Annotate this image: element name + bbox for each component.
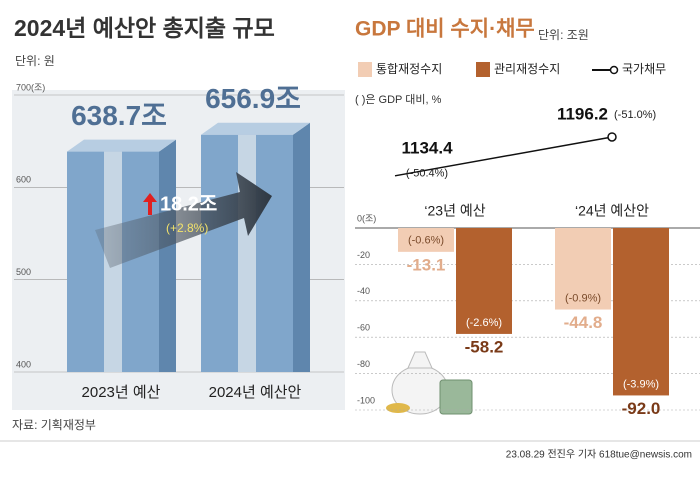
money-icon: [386, 351, 473, 415]
value-label: 638.7조: [71, 100, 167, 131]
source: 자료: 기획재정부: [12, 418, 96, 432]
unit: 단위: 원: [15, 54, 55, 68]
bar: [456, 228, 512, 334]
bar-side: [293, 122, 310, 372]
bar: [398, 228, 454, 252]
y-tick-label: 700(조): [16, 82, 45, 92]
legend-swatch: [358, 62, 372, 77]
bar-side: [159, 139, 176, 372]
y-tick-label: 500: [16, 267, 31, 277]
legend-label: 통합재정수지: [376, 62, 442, 76]
legend-label: 관리재정수지: [494, 62, 560, 76]
ratio-label: (-0.6%): [408, 235, 444, 247]
y-tick-label: 600: [16, 175, 31, 185]
ratio-label: (-3.9%): [623, 378, 659, 390]
bar-stripe: [238, 134, 256, 372]
chart-title: GDP 대비 수지·채무: [355, 18, 535, 41]
ratio-label: (-2.6%): [466, 317, 502, 329]
y-tick-label: -60: [357, 323, 370, 333]
value-label: -44.8: [564, 313, 603, 332]
value-label: -92.0: [622, 399, 661, 418]
value-label: 1196.2: [557, 104, 608, 123]
annotation: (+2.8%): [166, 221, 208, 235]
ratio-label: (-51.0%): [614, 109, 656, 121]
value-label: 1134.4: [401, 138, 453, 157]
change-arrow: [95, 172, 272, 268]
y-tick-label: 0(조): [357, 213, 376, 223]
x-tick-label: ‘24년 예산안: [575, 203, 649, 219]
annotation: 18.2조: [160, 193, 217, 215]
y-tick-label: -100: [357, 395, 375, 405]
y-tick-label: 400: [16, 359, 31, 369]
x-tick-label: 2024년 예산안: [209, 384, 302, 401]
y-tick-label: -80: [357, 359, 370, 369]
ratio-label: (-0.9%): [565, 292, 601, 304]
value-label: 656.9조: [205, 83, 301, 114]
legend-label: 국가채무: [622, 62, 666, 76]
ratio-label: (-50.4%): [406, 168, 448, 180]
bar: [555, 228, 611, 310]
bar-top: [201, 122, 310, 135]
line-marker: [607, 132, 617, 142]
unit: 단위: 조원: [538, 28, 589, 42]
bar-top: [67, 139, 176, 152]
line: [394, 136, 613, 177]
legend-marker: [609, 65, 619, 75]
value-label: -13.1: [407, 255, 446, 274]
x-tick-label: ‘23년 예산: [424, 203, 485, 219]
y-tick-label: -40: [357, 286, 370, 296]
legend-swatch: [476, 62, 490, 77]
chart-title: 2024년 예산안 총지출 규모: [14, 15, 275, 41]
x-tick-label: 2023년 예산: [82, 384, 161, 401]
bar: [613, 228, 669, 396]
credit: 23.08.29 전진우 기자 618tue@newsis.com: [506, 449, 692, 461]
up-arrow: [143, 193, 157, 215]
y-tick-label: -20: [357, 250, 370, 260]
value-label: -58.2: [465, 337, 504, 356]
subtitle: ( )은 GDP 대비, %: [355, 93, 442, 106]
